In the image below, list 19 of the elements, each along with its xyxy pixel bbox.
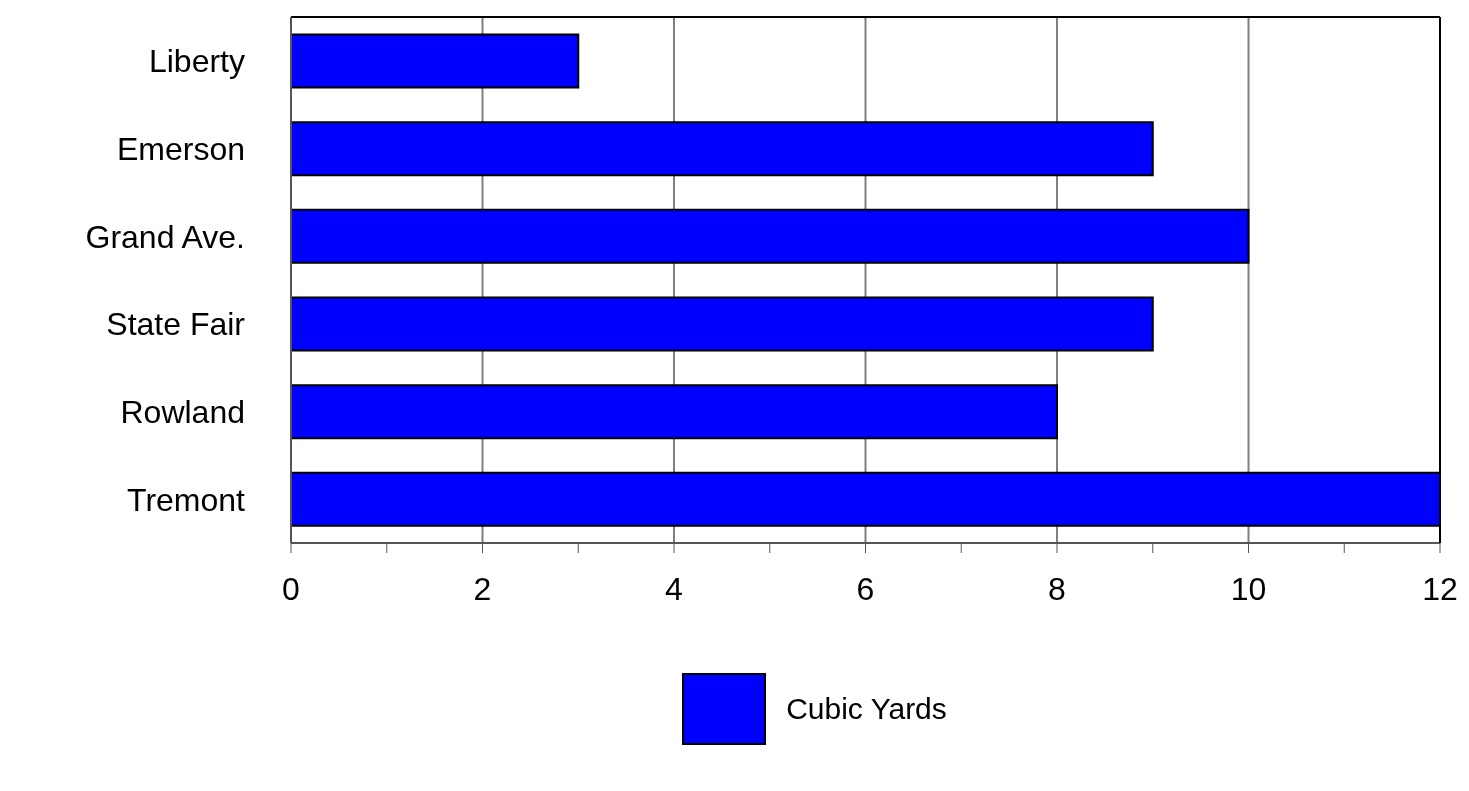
bar (291, 296, 1154, 352)
bar (291, 121, 1154, 177)
x-tick-label: 10 (1230, 570, 1267, 607)
x-tick-label: 12 (1422, 570, 1458, 607)
y-tick-label: Tremont (127, 481, 246, 518)
bar (291, 384, 1058, 440)
legend-label: Cubic Yards (786, 692, 947, 726)
x-tick-label: 2 (473, 570, 492, 607)
bar (291, 208, 1250, 264)
x-tick-label: 0 (282, 570, 300, 607)
x-tick-label: 8 (1048, 570, 1066, 607)
y-tick-label: Liberty (148, 43, 245, 80)
y-tick-label: State Fair (106, 306, 246, 343)
y-tick-label: Rowland (120, 393, 245, 430)
x-tick-label: 4 (665, 570, 683, 607)
bar (291, 33, 580, 89)
y-tick-label: Emerson (116, 130, 245, 167)
y-tick-label: Grand Ave. (85, 218, 245, 255)
x-tick-label: 6 (856, 570, 875, 607)
